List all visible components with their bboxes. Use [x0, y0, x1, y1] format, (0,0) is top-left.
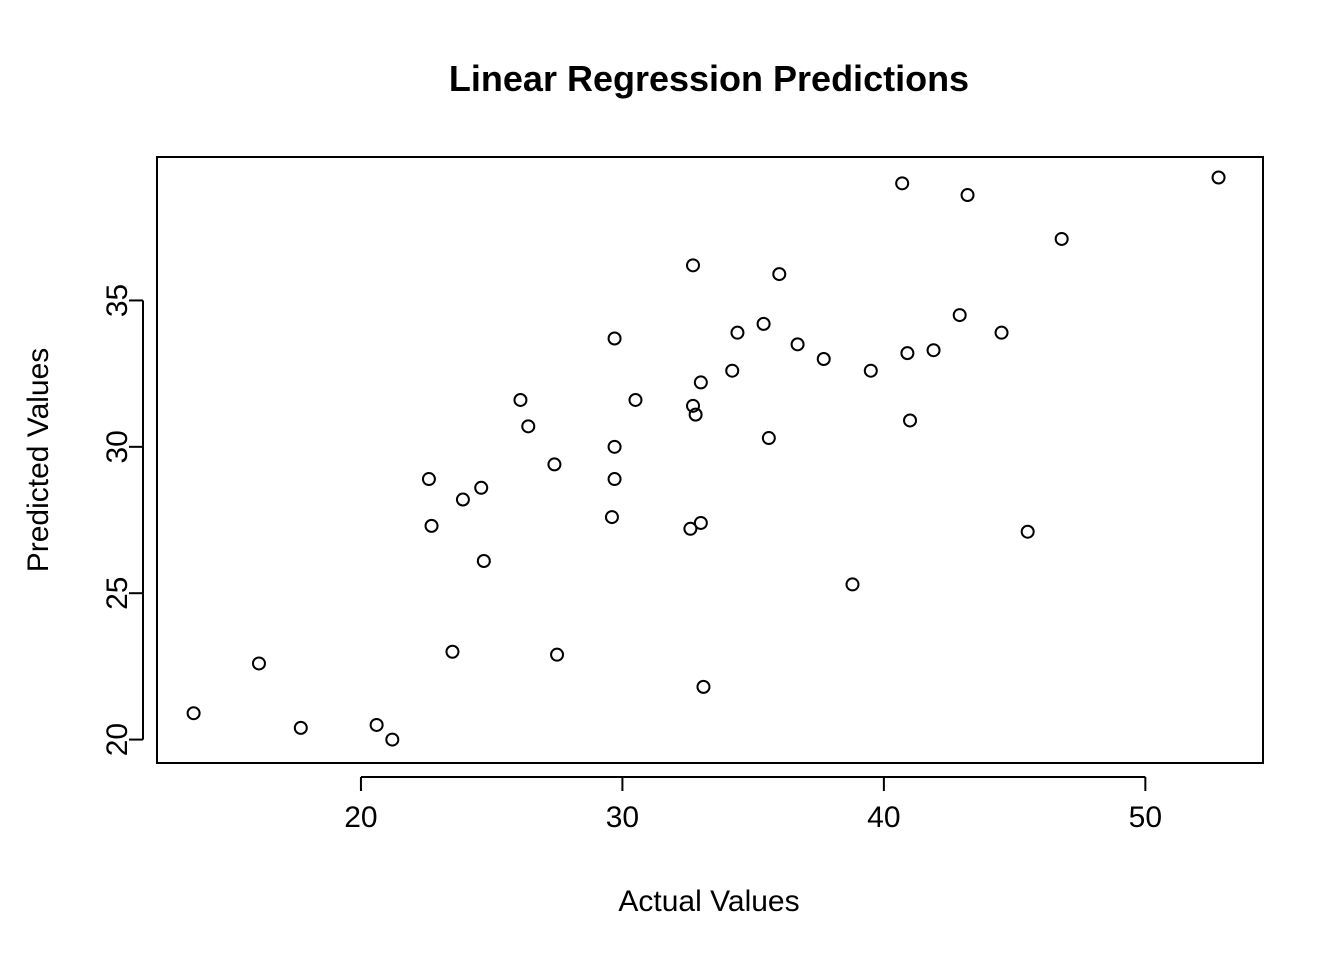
data-point — [730, 325, 745, 340]
data-point — [445, 644, 460, 659]
data-point — [845, 577, 860, 592]
data-point — [960, 188, 975, 203]
data-point — [863, 363, 878, 378]
data-point — [604, 510, 619, 525]
data-point — [696, 679, 711, 694]
data-point — [952, 308, 967, 323]
data-point — [903, 413, 918, 428]
x-axis: 20 30 40 50 — [344, 776, 1162, 834]
data-point — [790, 337, 805, 352]
y-tick-label: 30 — [101, 430, 134, 463]
x-tick-label: 20 — [344, 801, 377, 834]
data-point — [385, 732, 400, 747]
y-axis: 20 25 30 35 — [101, 284, 144, 756]
data-point — [900, 346, 915, 361]
data-point — [994, 325, 1009, 340]
data-point — [816, 352, 831, 366]
x-tick-label: 30 — [606, 801, 639, 834]
data-point — [474, 480, 489, 495]
data-point — [772, 267, 787, 282]
data-point — [1020, 524, 1035, 539]
y-tick-label: 25 — [101, 577, 134, 610]
x-tick-label: 40 — [867, 801, 900, 834]
data-point — [424, 518, 439, 533]
plot-frame — [156, 156, 1264, 764]
data-point — [186, 706, 201, 721]
data-point — [1054, 231, 1069, 246]
data-point — [521, 419, 536, 434]
y-tick-label: 35 — [101, 284, 134, 317]
y-axis-label: Predicted Values — [22, 348, 55, 573]
data-point — [293, 720, 308, 735]
data-point — [688, 407, 703, 422]
data-point — [683, 521, 698, 536]
data-point — [686, 258, 701, 273]
chart-title: Linear Regression Predictions — [449, 58, 969, 99]
data-point — [607, 472, 622, 487]
y-tick-label: 20 — [101, 723, 134, 756]
data-point — [455, 492, 470, 507]
data-point — [693, 515, 708, 530]
data-point — [476, 554, 491, 568]
data-point — [513, 392, 528, 407]
data-point — [421, 472, 436, 487]
data-point — [926, 343, 941, 358]
data-point — [251, 656, 266, 671]
x-tick-label: 50 — [1129, 801, 1162, 834]
data-point — [628, 392, 643, 407]
data-point — [761, 431, 776, 446]
x-axis-label: Actual Values — [618, 885, 799, 918]
data-point — [369, 717, 384, 732]
data-points — [186, 170, 1226, 747]
data-point — [686, 398, 701, 413]
data-point — [1211, 170, 1226, 185]
data-point — [550, 647, 565, 662]
data-point — [725, 363, 740, 378]
data-point — [607, 331, 622, 346]
data-point — [607, 439, 622, 454]
data-point — [693, 375, 708, 390]
data-point — [895, 176, 910, 191]
data-point — [756, 316, 771, 331]
data-point — [547, 457, 562, 472]
